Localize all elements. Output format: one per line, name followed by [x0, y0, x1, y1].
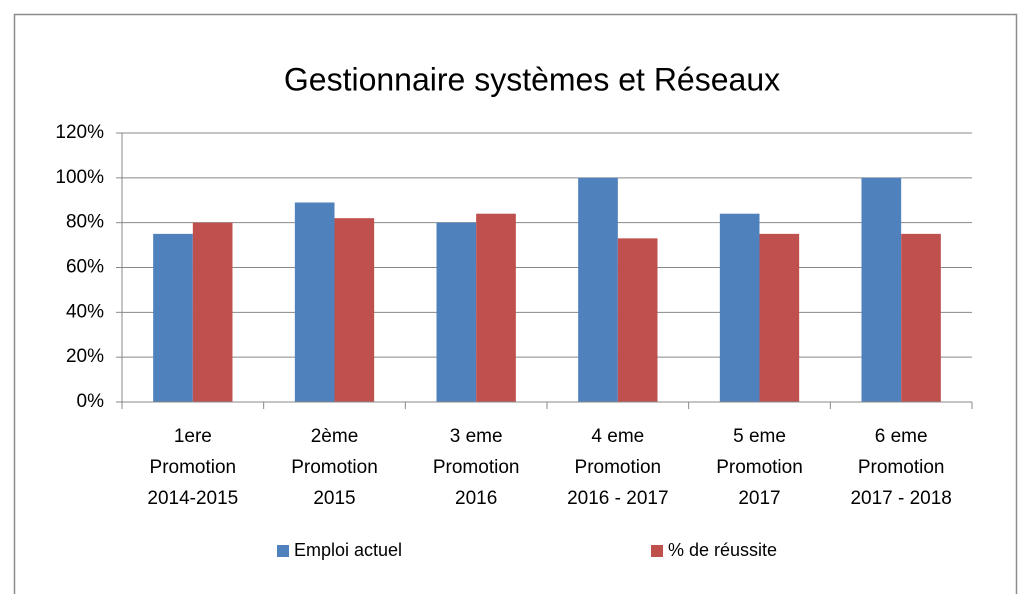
y-tick-label: 60% — [66, 257, 104, 278]
x-tick-label-line: 2016 - 2017 — [567, 488, 668, 509]
x-tick-label-line: 1ere — [174, 426, 212, 447]
legend-label: Emploi actuel — [294, 540, 402, 560]
legend-swatch — [651, 545, 663, 557]
x-tick-label: 5 eme Promotion 2017 — [716, 426, 803, 509]
y-tick-label: 120% — [55, 122, 104, 143]
x-tick-label-line: 6 eme — [875, 426, 928, 447]
bar — [153, 233, 193, 402]
x-tick-label-line: 2014-2015 — [147, 488, 238, 509]
legend-label: % de réussite — [668, 540, 777, 560]
chart-title: Gestionnaire systèmes et Réseaux — [284, 61, 780, 97]
x-tick-label-line: Promotion — [291, 457, 378, 478]
x-tick-label-line: Promotion — [716, 457, 803, 478]
y-tick-label: 40% — [66, 301, 104, 322]
x-tick-label: 6 eme Promotion 2017 - 2018 — [850, 426, 951, 509]
x-tick-label-line: Promotion — [858, 457, 945, 478]
bar — [861, 177, 902, 402]
legend-swatch — [277, 545, 289, 557]
bar — [901, 233, 941, 402]
x-tick-label-line: Promotion — [575, 457, 662, 478]
x-tick-label-line: Promotion — [150, 457, 237, 478]
bar — [476, 213, 516, 402]
x-tick-label: 1ere Promotion 2014-2015 — [147, 426, 238, 509]
x-tick-label-line: 4 eme — [591, 426, 644, 447]
x-tick-label-line: 2017 — [738, 488, 780, 509]
y-tick-label: 0% — [77, 391, 105, 412]
bar — [759, 233, 800, 402]
bar — [617, 238, 658, 402]
bar — [294, 202, 335, 402]
x-tick-label-line: 2ème — [311, 426, 359, 447]
x-tick-label: 2ème Promotion 2015 — [291, 426, 378, 509]
bar — [334, 218, 375, 402]
bar — [192, 222, 233, 402]
x-tick-label-line: 5 eme — [733, 426, 786, 447]
x-tick-label: 4 eme Promotion 2016 - 2017 — [567, 426, 668, 509]
bar — [578, 177, 618, 402]
bar — [719, 213, 760, 402]
x-tick-label-line: Promotion — [433, 457, 520, 478]
x-tick-label-line: 3 eme — [450, 426, 503, 447]
y-tick-label: 20% — [66, 346, 104, 367]
x-tick-label-line: 2017 - 2018 — [850, 488, 951, 509]
y-tick-label: 80% — [66, 212, 104, 233]
x-tick-label-line: 2015 — [313, 488, 355, 509]
bar — [436, 222, 477, 402]
x-tick-label: 3 eme Promotion 2016 — [433, 426, 520, 509]
x-tick-label-line: 2016 — [455, 488, 497, 509]
y-tick-label: 100% — [55, 167, 104, 188]
